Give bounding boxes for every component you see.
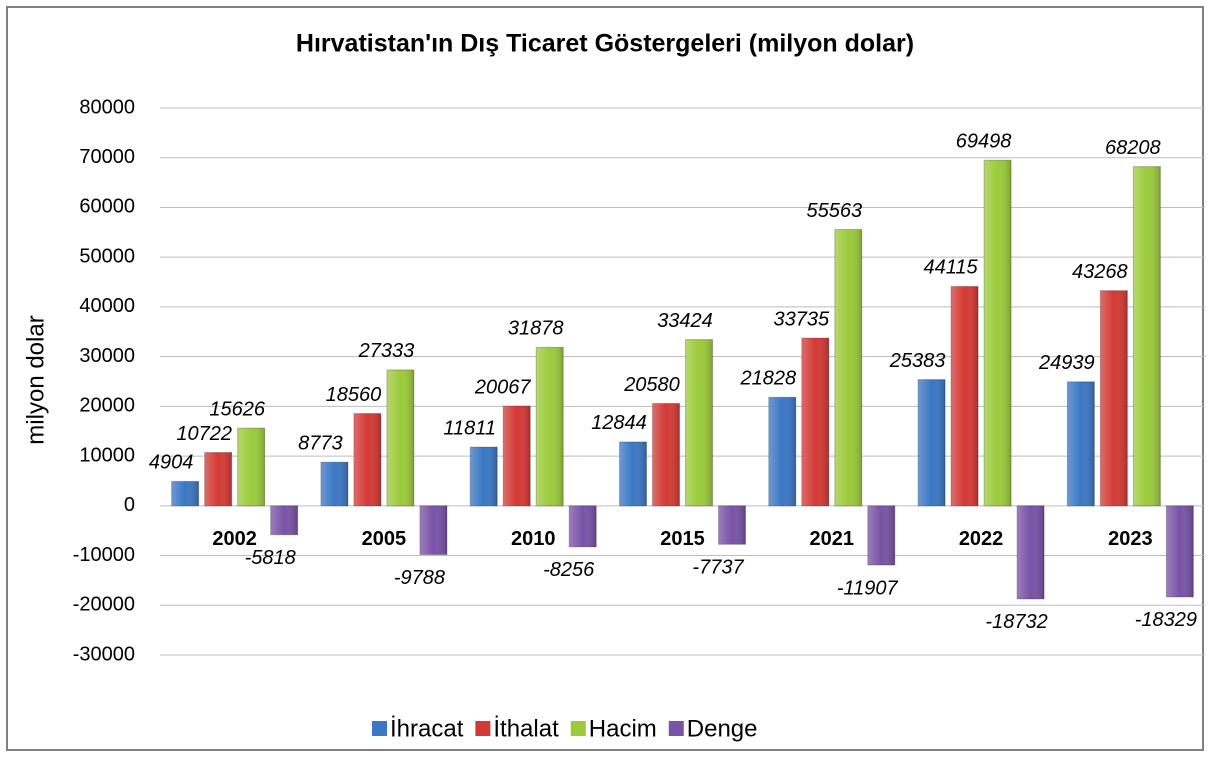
x-tick-label: 2010 (511, 528, 556, 550)
legend-label: İhracat (390, 715, 464, 742)
data-label: 33424 (657, 310, 713, 332)
chart-frame (6, 6, 1204, 751)
y-tick-label: 60000 (79, 196, 135, 218)
x-tick-label: 2005 (362, 528, 407, 550)
bar-shade (1067, 381, 1095, 506)
y-tick-label: 0 (124, 494, 135, 516)
data-label: 15626 (209, 398, 265, 420)
bar-shade (171, 481, 199, 506)
bar-shade (951, 286, 979, 506)
bar-shade (834, 229, 862, 506)
bar-shade (470, 447, 498, 506)
data-label: 8773 (298, 432, 343, 454)
bar-shade (204, 452, 232, 506)
bar-shade (801, 338, 829, 506)
y-tick-label: 10000 (79, 444, 135, 466)
legend-label: Hacim (589, 715, 657, 742)
legend-swatch (372, 721, 387, 736)
bar-shade (503, 406, 531, 506)
data-label: 68208 (1105, 137, 1161, 159)
data-label: 21828 (739, 368, 796, 390)
data-label: 31878 (508, 318, 564, 340)
x-tick-label: 2021 (810, 528, 855, 550)
bar-shade (1166, 505, 1194, 597)
data-label: 10722 (176, 423, 232, 445)
x-tick-label: 2023 (1108, 528, 1153, 550)
data-label: 11811 (443, 417, 496, 439)
chart-title: Hırvatistan'ın Dış Ticaret Göstergeleri … (296, 30, 914, 58)
y-axis-label: milyon dolar (22, 315, 49, 444)
bar-shade (419, 505, 447, 555)
x-tick-label: 2015 (660, 528, 705, 550)
legend-label: İthalat (493, 715, 559, 742)
data-label: 18560 (326, 384, 382, 406)
data-label: -8256 (543, 559, 595, 581)
y-tick-label: 40000 (79, 295, 135, 317)
bar-shade (1133, 166, 1161, 506)
bar-shade (768, 397, 796, 506)
y-tick-label: 50000 (79, 245, 135, 267)
data-label: 33735 (773, 308, 829, 330)
data-label: 24939 (1038, 352, 1095, 374)
bar-shade (270, 505, 298, 535)
x-tick-label: 2002 (212, 528, 257, 550)
legend-swatch (475, 721, 491, 736)
y-tick-label: -20000 (73, 594, 135, 616)
y-tick-label: 20000 (79, 395, 135, 417)
data-label: 25383 (889, 350, 946, 372)
bar-shade (569, 505, 597, 547)
y-tick-label: 30000 (79, 345, 135, 367)
bar-shade (918, 379, 946, 506)
legend-label: Denge (687, 715, 758, 742)
data-label: -9788 (394, 567, 445, 589)
data-label: 12844 (591, 412, 647, 434)
bar-shade (685, 339, 713, 506)
data-label: 4904 (149, 452, 194, 474)
bar-shade (1017, 505, 1045, 599)
bar-shade (536, 347, 564, 506)
data-label: -5818 (245, 547, 296, 569)
y-tick-label: 70000 (79, 146, 135, 168)
bar-shade (718, 505, 746, 545)
data-label: 20580 (623, 374, 680, 396)
bar-shade (320, 462, 348, 506)
bar-shade (652, 403, 680, 506)
y-tick-label: 80000 (79, 96, 135, 118)
data-label: 43268 (1072, 261, 1128, 283)
data-label: -18329 (1135, 609, 1197, 631)
bar-shade (1100, 290, 1128, 506)
bar-shade (237, 428, 265, 506)
data-label: -11907 (837, 577, 899, 599)
bar-shade (386, 369, 414, 506)
legend-swatch (570, 721, 586, 736)
data-label: 69498 (956, 131, 1012, 153)
y-tick-label: -10000 (73, 544, 135, 566)
data-label: 44115 (924, 257, 979, 279)
x-tick-label: 2022 (959, 528, 1004, 550)
data-label: 20067 (474, 376, 531, 398)
bar-shade (867, 505, 895, 566)
bar-shade (619, 441, 647, 506)
bar-shade (353, 413, 381, 506)
legend: İhracat İthalat Hacim Denge (372, 715, 758, 742)
bar-shade (984, 160, 1012, 506)
y-tick-label: -30000 (73, 643, 135, 665)
data-label: -7737 (692, 557, 744, 579)
data-label: 27333 (358, 340, 415, 362)
legend-swatch (668, 721, 684, 736)
data-label: 55563 (806, 200, 862, 222)
data-label: -18732 (985, 611, 1047, 633)
